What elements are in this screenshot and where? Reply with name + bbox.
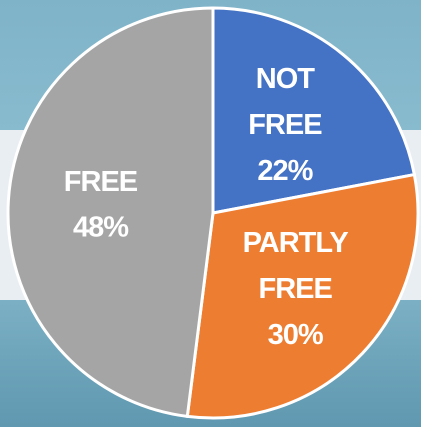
label-line: FREE <box>248 109 322 141</box>
value-label: 48% <box>73 212 129 244</box>
label-line: FREE <box>259 273 333 305</box>
value-label: 30% <box>268 319 324 351</box>
pie: NOT FREE 22% PARTLY FREE 30% FREE 48% <box>6 6 420 420</box>
pie-slice <box>185 172 420 420</box>
slice-label: FREE <box>64 166 138 198</box>
pie-slice <box>211 6 417 215</box>
slice-label: NOT FREE <box>248 63 322 141</box>
label-line: PARTLY <box>243 227 349 259</box>
slice-label: PARTLY FREE <box>243 227 349 305</box>
label-line: NOT <box>256 63 316 95</box>
pie-slice <box>6 6 215 419</box>
label-line: FREE <box>64 166 138 198</box>
value-label: 22% <box>257 155 313 187</box>
